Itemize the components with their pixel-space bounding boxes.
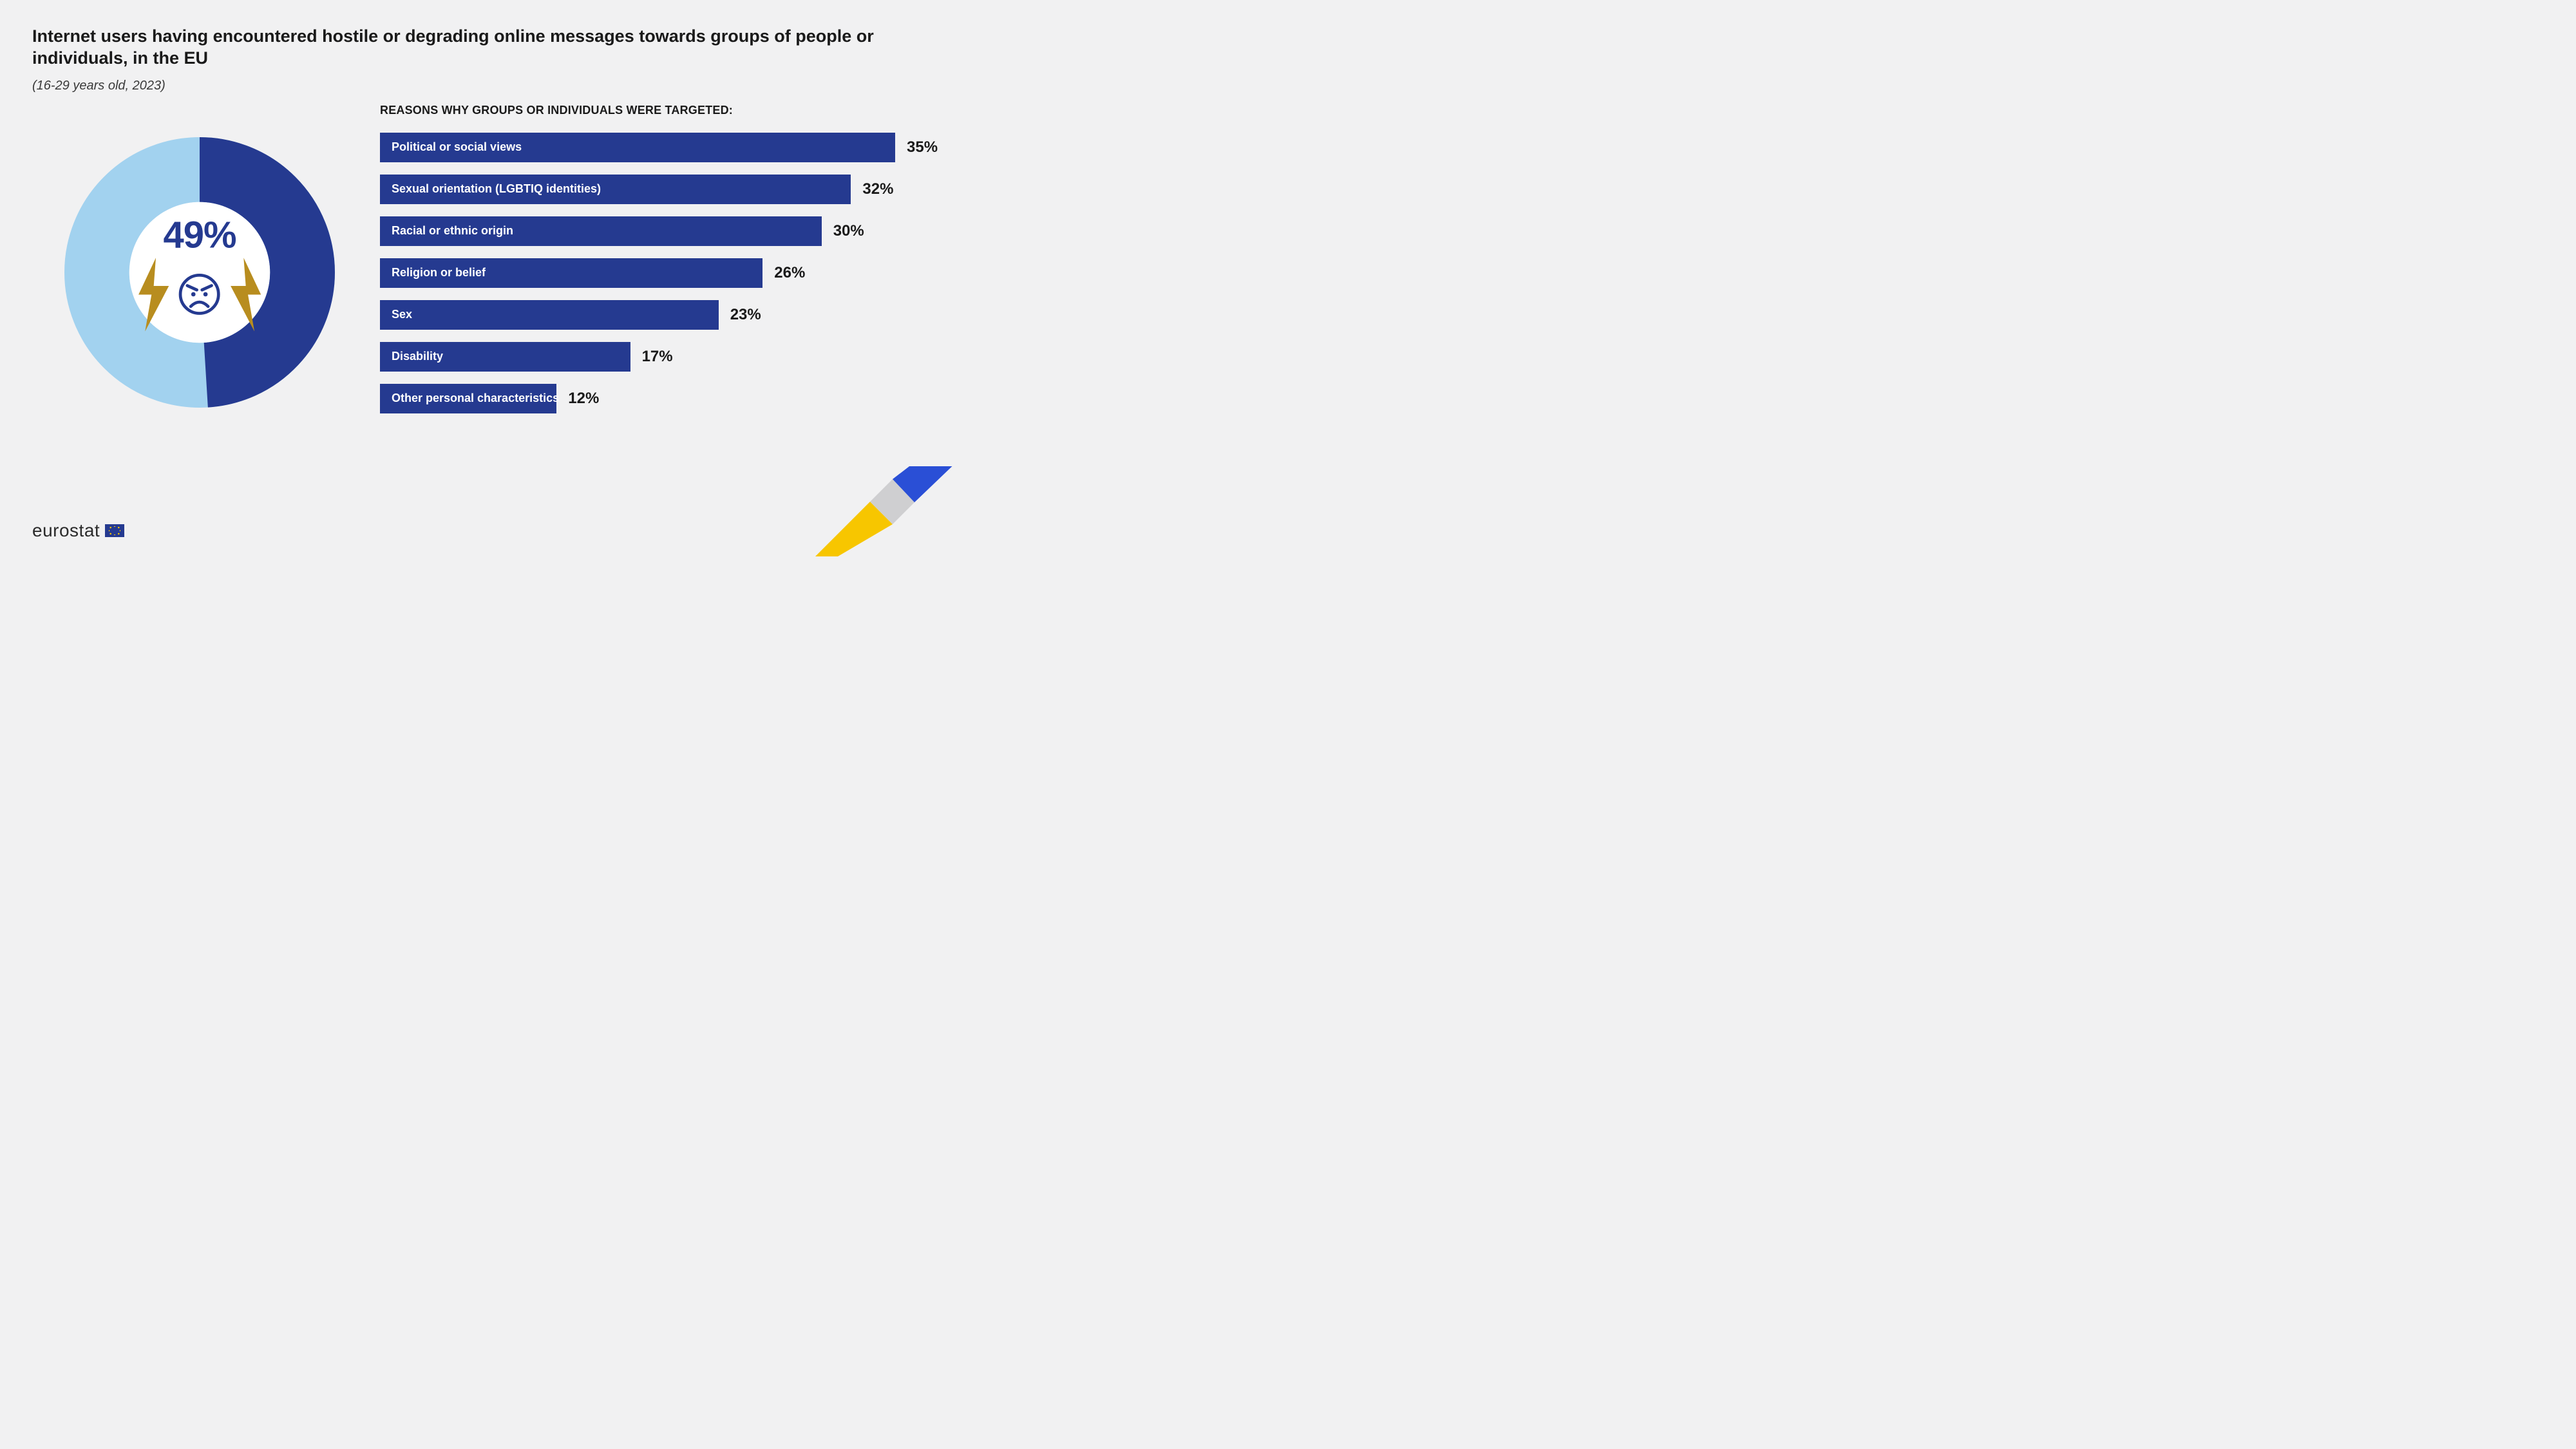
bar-row: Racial or ethnic origin 30% [380,216,957,246]
bar-value: 26% [774,264,805,282]
face-brow-left [187,286,197,290]
face-eye-right [204,292,208,297]
eurostat-wordmark: eurostat [32,520,100,541]
donut-panel: 49% [32,100,367,426]
bars-container: Political or social views 35% Sexual orien… [380,133,957,413]
bar-fill: Disability [380,342,630,372]
bars-panel: REASONS WHY GROUPS OR INDIVIDUALS WERE T… [367,100,957,426]
bar-label: Sexual orientation (LGBTIQ identities) [392,182,601,196]
bar-row: Other personal characteristics 12% [380,384,957,413]
bar-value: 23% [730,306,761,324]
bar-row: Religion or belief 26% [380,258,957,288]
bolt-path [231,258,261,331]
face-mouth [191,302,209,307]
face-eye-left [191,292,196,297]
bar-fill: Other personal characteristics [380,384,556,413]
donut-icon-row [132,258,267,331]
face-brow-right [202,286,212,290]
bar-row: Sexual orientation (LGBTIQ identities) 32… [380,175,957,204]
bolt-icon [132,258,175,331]
bar-fill: Religion or belief [380,258,762,288]
eu-flag-icon [105,524,124,537]
bar-value: 30% [833,222,864,240]
bar-fill: Sexual orientation (LGBTIQ identities) [380,175,851,204]
content-row: 49% [32,100,957,426]
eurostat-logo: eurostat [32,520,124,541]
swoosh-icon [796,466,989,556]
page-title: Internet users having encountered hostil… [32,26,947,70]
bar-label: Sex [392,308,412,321]
bolt-path [138,258,169,331]
bar-value: 32% [862,180,893,198]
bar-row: Sex 23% [380,300,957,330]
bolt-icon [224,258,267,331]
angry-face-icon [178,272,221,316]
infographic-page: Internet users having encountered hostil… [0,0,989,556]
bar-label: Religion or belief [392,266,486,279]
face-outline [180,275,218,313]
page-subtitle: (16-29 years old, 2023) [32,79,957,93]
bar-value: 35% [907,138,938,156]
bar-label: Disability [392,350,443,363]
bar-value: 17% [642,348,673,366]
bar-fill: Political or social views [380,133,895,162]
bar-label: Political or social views [392,140,522,154]
donut-chart: 49% [64,137,335,408]
bar-value: 12% [568,390,599,408]
bar-row: Political or social views 35% [380,133,957,162]
bars-title: REASONS WHY GROUPS OR INDIVIDUALS WERE T… [380,104,957,117]
bar-label: Racial or ethnic origin [392,224,513,238]
bar-label: Other personal characteristics [392,392,559,405]
donut-value: 49% [132,213,267,256]
bar-fill: Sex [380,300,719,330]
bar-fill: Racial or ethnic origin [380,216,822,246]
donut-center: 49% [132,213,267,331]
bar-row: Disability 17% [380,342,957,372]
